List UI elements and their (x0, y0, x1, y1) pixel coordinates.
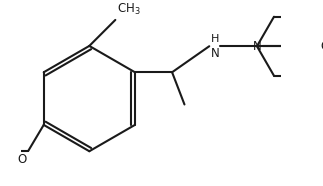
Text: N: N (211, 47, 219, 60)
Text: O: O (320, 40, 323, 53)
Text: CH$_3$: CH$_3$ (117, 2, 140, 17)
Text: H: H (211, 34, 220, 44)
Text: N: N (253, 40, 261, 53)
Text: O: O (17, 153, 26, 166)
